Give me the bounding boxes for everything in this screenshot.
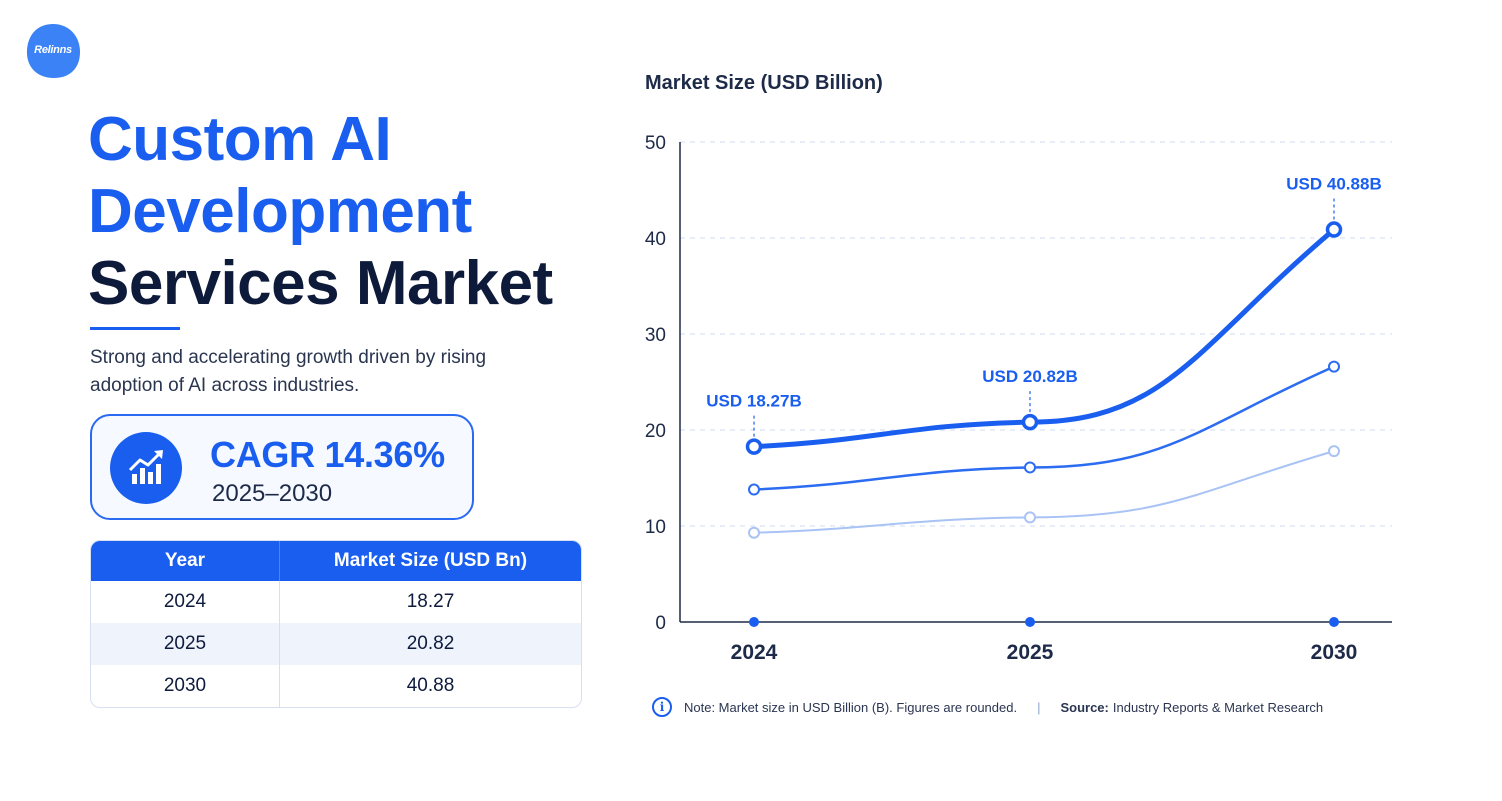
data-point [1021,413,1039,431]
data-label: USD 40.88B [1286,175,1381,194]
table-header-row: Year Market Size (USD Bn) [91,541,581,581]
chart-footer: i Note: Market size in USD Billion (B). … [652,697,1323,717]
footer-note: Note: Market size in USD Billion (B). Fi… [684,699,1018,715]
market-size-table: Year Market Size (USD Bn) 2024 18.27 202… [90,540,582,708]
growth-chart-icon [110,432,182,504]
y-tick-label: 10 [645,517,666,538]
page-title: Custom AI Development Services Market [88,104,553,320]
table-row: 2025 20.82 [91,623,581,665]
table-cell-year: 2025 [91,623,280,665]
table-row: 2030 40.88 [91,665,581,707]
data-label: USD 20.82B [982,367,1077,386]
title-line-2: Development [88,177,472,246]
title-line-1: Custom AI [88,105,392,174]
y-tick-label: 50 [645,133,666,154]
y-tick-label: 20 [645,421,666,442]
data-point [748,483,760,496]
table-cell-value: 40.88 [406,675,455,696]
table-header-market-size: Market Size (USD Bn) [333,550,528,571]
table-row: 2024 18.27 [91,581,581,623]
info-icon: i [652,697,672,717]
x-axis-marker [1025,617,1035,627]
source-label: Source: [1060,699,1109,715]
cagr-card: CAGR 14.36% 2025–2030 [90,414,474,520]
data-point [1328,445,1340,458]
data-point [1024,461,1036,474]
data-point [748,526,760,539]
x-tick-label: 2025 [1007,641,1054,664]
cagr-period: 2025–2030 [212,480,333,507]
cagr-value: CAGR 14.36% [210,434,445,475]
data-point [1024,511,1036,524]
data-point [1328,360,1340,373]
table-cell-value: 20.82 [406,633,455,654]
series-line [751,227,1337,450]
x-axis-marker [749,617,759,627]
y-tick-label: 30 [645,325,666,346]
logo-text: Relinns [34,44,72,56]
x-tick-label: 2024 [731,641,778,664]
logo-blob-icon [26,24,80,78]
title-underline [90,327,180,330]
table-cell-value: 18.27 [406,591,455,612]
series-line [753,450,1335,534]
x-tick-label: 2030 [1311,641,1358,664]
data-point [1325,221,1343,238]
data-point [745,438,763,455]
table-header-year: Year [91,541,280,581]
x-axis-marker [1329,617,1339,627]
table-cell-year: 2030 [91,665,280,707]
chart-title: Market Size (USD Billion) [645,72,883,94]
y-tick-label: 0 [655,613,666,634]
source-text: Industry Reports & Market Research [1112,699,1324,715]
footer-divider: | [1037,699,1041,715]
data-label: USD 18.27B [706,392,801,411]
y-tick-label: 40 [645,229,666,250]
subtitle: Strong and accelerating growth driven by… [90,347,487,396]
relinns-logo: Relinns [24,22,82,80]
table-cell-year: 2024 [91,581,280,623]
title-line-3: Services Market [88,249,553,318]
